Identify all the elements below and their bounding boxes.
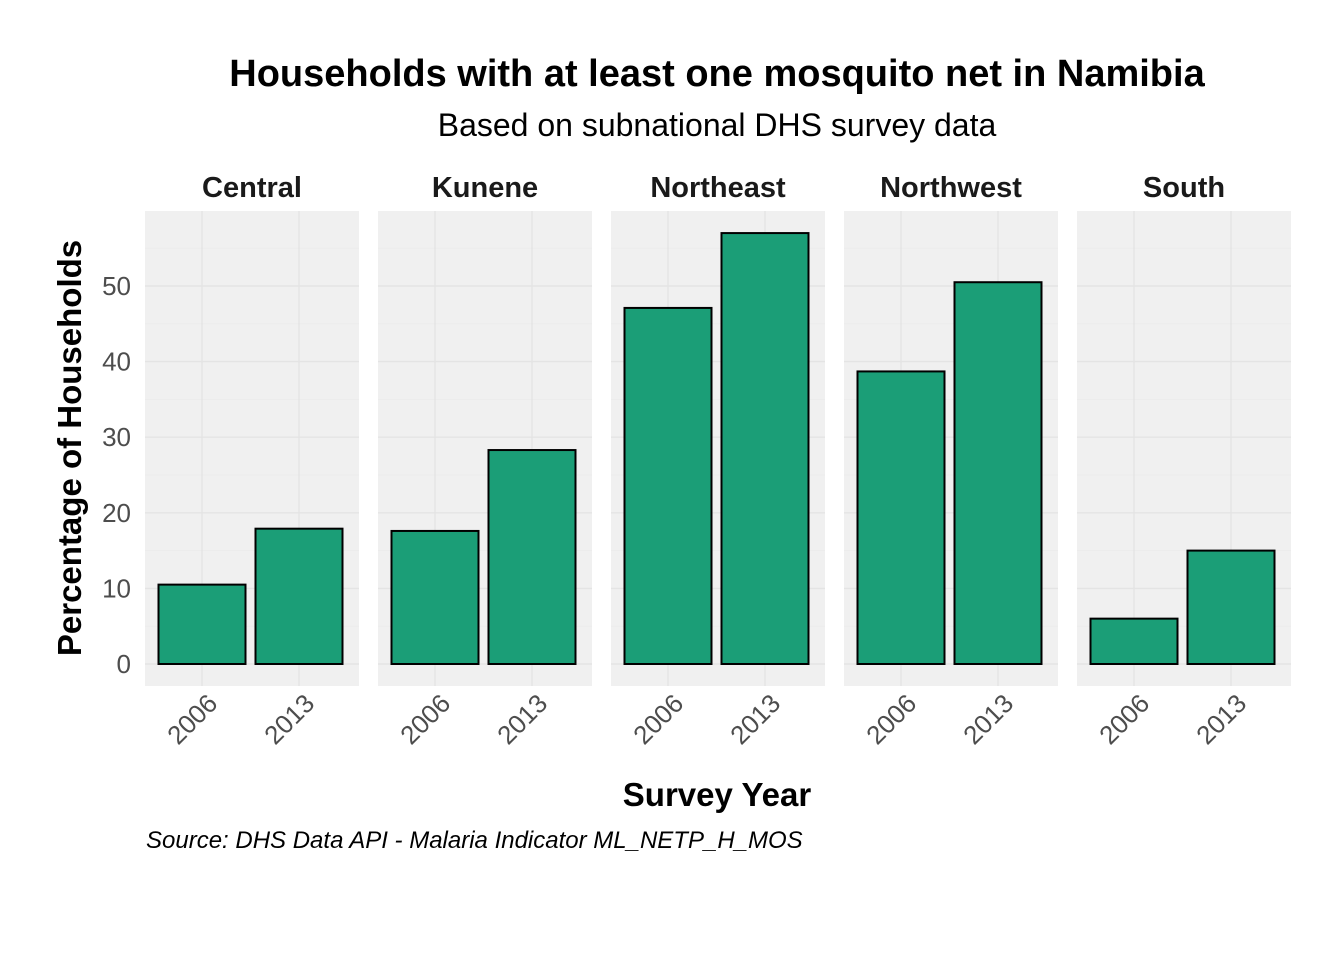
bar-south-2013 — [1186, 549, 1276, 665]
bar-central-2006 — [157, 583, 247, 665]
x-tick-label: 2006 — [394, 688, 456, 750]
bar-kunene-2013 — [487, 449, 577, 665]
x-tick-label: 2013 — [491, 688, 553, 750]
x-tick-label: 2013 — [258, 688, 320, 750]
facet-panel-kunene: Kunene 2006 2013 — [378, 172, 592, 750]
facet-panel-central: Central 2006 2013 — [145, 172, 359, 750]
x-tick-label: 2013 — [957, 688, 1019, 750]
facet-panel-south: South 2006 2013 — [1077, 172, 1291, 750]
y-axis-title: Percentage of Households — [51, 240, 88, 656]
facet-label: Central — [202, 172, 302, 204]
x-tick-label: 2006 — [860, 688, 922, 750]
facet-panel-northwest: Northwest 2006 2013 — [844, 172, 1058, 750]
x-tick-label: 2013 — [1190, 688, 1252, 750]
y-tick-label: 40 — [102, 347, 131, 377]
x-tick-label: 2006 — [1093, 688, 1155, 750]
facet-panels: Central 2006 2013 Kunene 2006 2013 Northeast 20… — [145, 172, 1291, 750]
chart-title: Households with at least one mosquito ne… — [229, 53, 1205, 95]
x-tick-label: 2006 — [627, 688, 689, 750]
bar-kunene-2006 — [390, 529, 480, 665]
bar-northwest-2006 — [856, 370, 946, 665]
bar-northwest-2013 — [953, 281, 1043, 665]
y-tick-label: 30 — [102, 422, 131, 452]
bar-central-2013 — [254, 527, 344, 666]
facet-label: South — [1143, 172, 1225, 204]
chart-subtitle: Based on subnational DHS survey data — [438, 107, 997, 143]
y-tick-label: 10 — [102, 573, 131, 603]
facet-panel-northeast: Northeast 2006 2013 — [611, 172, 825, 750]
x-tick-label: 2006 — [161, 688, 223, 750]
facet-label: Northeast — [650, 172, 786, 204]
chart-caption: Source: DHS Data API - Malaria Indicator… — [146, 827, 803, 854]
x-tick-label: 2013 — [724, 688, 786, 750]
facet-label: Kunene — [432, 172, 538, 204]
y-tick-label: 50 — [102, 271, 131, 301]
x-axis-title: Survey Year — [623, 776, 812, 813]
y-axis: 0 10 20 30 40 50 — [102, 271, 131, 679]
facet-label: Northwest — [880, 172, 1022, 204]
y-tick-label: 0 — [117, 649, 131, 679]
y-tick-label: 20 — [102, 498, 131, 528]
bar-northeast-2006 — [623, 306, 713, 665]
bar-south-2006 — [1089, 617, 1179, 666]
bar-northeast-2013 — [720, 232, 810, 666]
